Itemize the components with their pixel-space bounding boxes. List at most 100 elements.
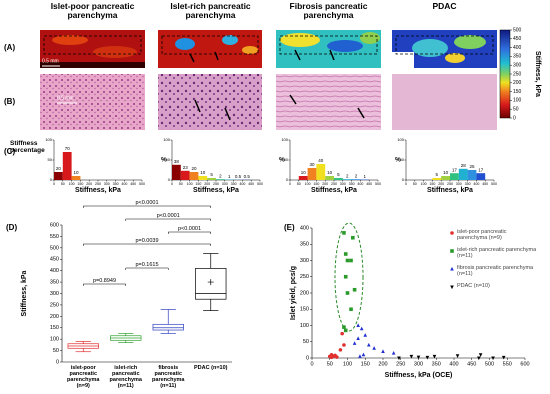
colorbar-tick-label: 400 xyxy=(513,45,522,51)
y-axis-label: Stiffness percentage xyxy=(10,140,45,155)
stiff-patch xyxy=(327,40,363,52)
bar xyxy=(207,178,216,180)
bar xyxy=(54,172,63,180)
x-tick-label: 150 xyxy=(195,182,201,186)
bar xyxy=(198,176,208,180)
data-label: 2 xyxy=(355,173,358,178)
x-tick-label: 250 xyxy=(396,361,405,367)
y-tick-label: 600 xyxy=(50,222,59,228)
y-axis-label: % xyxy=(161,157,167,164)
highlight-ellipse xyxy=(334,222,364,332)
comparison-bracket xyxy=(168,231,211,234)
data-label: 1 xyxy=(364,174,367,179)
point xyxy=(455,354,460,358)
x-tick-label: 0 xyxy=(289,182,291,186)
x-tick-label: islet-rich pancreatic parenchyma (n=11) xyxy=(109,365,142,390)
data-label: 5 xyxy=(337,172,340,177)
y-tick-label: 450 xyxy=(50,257,59,263)
data-label: 0.5 xyxy=(244,174,251,179)
y-axis-label: Islet yield, pcs/g xyxy=(290,266,297,320)
point xyxy=(342,343,346,347)
y-tick-label: 550 xyxy=(50,234,59,240)
x-tick-label: 50 xyxy=(61,182,65,186)
point xyxy=(397,356,401,361)
data-label: 70 xyxy=(65,146,71,151)
y-tick-label: 50 xyxy=(284,157,289,162)
x-tick-label: 250 xyxy=(331,182,337,186)
x-tick-label: 250 xyxy=(213,182,219,186)
bar xyxy=(441,176,450,180)
point xyxy=(367,342,371,347)
x-axis-label: Stiffness, kPa xyxy=(193,187,239,194)
y-tick-label: 100 xyxy=(281,137,288,142)
data-label: 5 xyxy=(436,172,439,177)
histology-image xyxy=(40,74,145,130)
point xyxy=(342,325,346,329)
bar xyxy=(432,178,442,180)
x-tick-label: 350 xyxy=(113,182,119,186)
x-tick-label: 500 xyxy=(485,361,494,367)
colorbar-tick-label: 150 xyxy=(513,89,522,95)
x-tick-label: 150 xyxy=(313,182,319,186)
data-label: 20 xyxy=(191,166,197,171)
x-tick-label: 400 xyxy=(357,182,363,186)
x-tick-label: 100 xyxy=(69,182,75,186)
x-tick-label: 450 xyxy=(130,182,136,186)
x-tick-label: 300 xyxy=(414,361,423,367)
y-tick-label: 50 xyxy=(400,157,405,162)
point xyxy=(391,350,396,355)
data-label: 20 xyxy=(56,166,62,171)
data-label: 10 xyxy=(301,170,307,175)
stiff-patch xyxy=(412,39,448,57)
point xyxy=(432,354,437,359)
data-label: 10 xyxy=(200,170,206,175)
data-label: 2 xyxy=(219,173,222,178)
x-axis-label: Stiffness, kPa (OCE) xyxy=(385,372,453,379)
x-tick-label: 400 xyxy=(449,361,458,367)
point xyxy=(345,258,350,263)
point xyxy=(352,341,357,345)
x-tick-label: 50 xyxy=(413,182,417,186)
x-tick-label: 300 xyxy=(104,182,110,186)
point xyxy=(361,352,366,357)
colorbar xyxy=(499,29,511,119)
point xyxy=(335,355,339,359)
x-tick-label: islet-poor pancreatic parenchyma (n=9) xyxy=(67,365,100,390)
elastograms xyxy=(40,30,497,68)
point xyxy=(358,354,362,358)
histology-image xyxy=(276,74,381,130)
x-tick-label: 450 xyxy=(482,182,488,186)
column-title: Fibrosis pancreatic parenchyma xyxy=(289,1,368,21)
data-label: 2 xyxy=(346,173,349,178)
stiff-patch xyxy=(454,35,486,49)
y-tick-label: 100 xyxy=(397,137,404,142)
x-tick-label: 450 xyxy=(467,361,476,367)
x-tick-label: 150 xyxy=(77,182,83,186)
x-tick-label: 200 xyxy=(86,182,92,186)
x-tick-label: 0 xyxy=(405,182,407,186)
colorbar-tick-label: 100 xyxy=(513,98,522,104)
y-tick-label: 0 xyxy=(286,177,289,182)
point xyxy=(477,356,481,361)
y-tick-label: 200 xyxy=(50,314,59,320)
point xyxy=(342,231,346,235)
y-tick-label: 350 xyxy=(50,280,59,286)
bar xyxy=(316,164,326,180)
colorbar-tick-label: 350 xyxy=(513,54,522,60)
x-tick-label: 550 xyxy=(503,361,512,367)
bar xyxy=(307,168,317,180)
stiff-patch xyxy=(445,53,465,63)
histology-image xyxy=(392,74,497,130)
data-label: 38 xyxy=(174,159,180,164)
x-axis-label: Stiffness, kPa xyxy=(75,187,121,194)
x-tick-label: 200 xyxy=(204,182,210,186)
x-tick-label: 350 xyxy=(432,361,441,367)
y-tick-label: 300 xyxy=(300,258,309,264)
x-tick-label: 250 xyxy=(447,182,453,186)
data-label: 25 xyxy=(469,164,475,169)
x-tick-label: 100 xyxy=(187,182,193,186)
roi-boxes xyxy=(43,35,494,55)
bar xyxy=(62,152,72,180)
data-label: 40 xyxy=(318,158,324,163)
